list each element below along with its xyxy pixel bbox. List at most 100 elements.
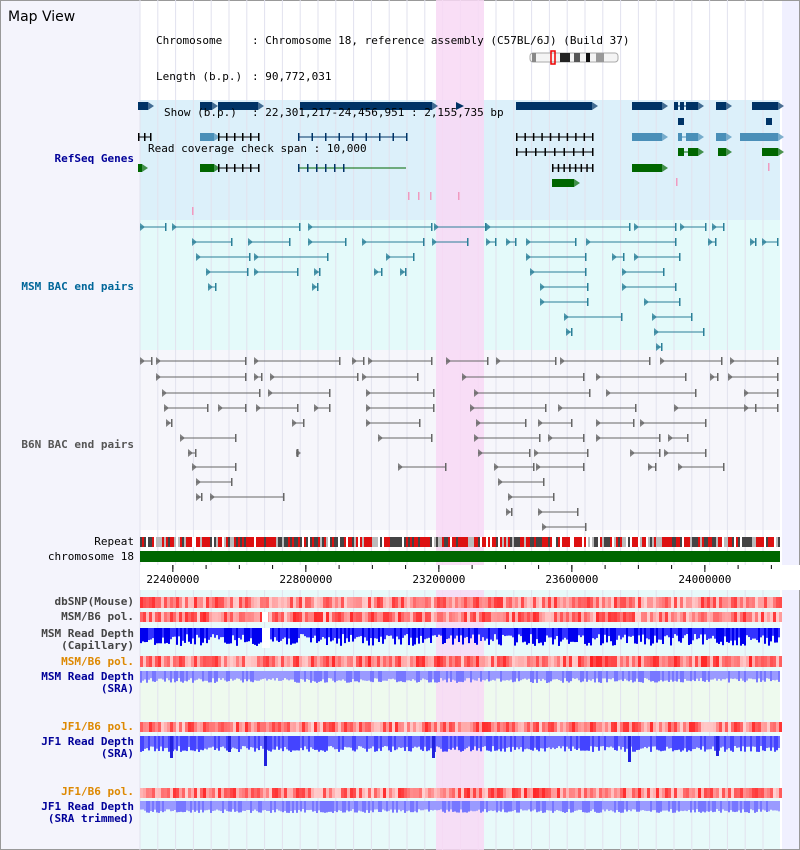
label-refseq-genes[interactable]: RefSeq Genes: [54, 152, 134, 165]
label-msm-depth-sra[interactable]: MSM Read Depth (SRA): [41, 670, 134, 695]
jf1-b6-pol-cell: [560, 722, 563, 732]
dbsnp-cell: [461, 597, 464, 608]
label-msm-depth-capillary[interactable]: MSM Read Depth (Capillary): [41, 627, 134, 652]
msm-b6-pol-cell: [239, 612, 242, 622]
msm-capillary-depth-bar: [570, 628, 572, 642]
msm-capillary-depth-bar: [746, 628, 748, 636]
msm-b6-pol-cell: [230, 656, 233, 667]
label-msm-bac[interactable]: MSM BAC end pairs: [21, 280, 134, 293]
label-jf1-b6-pol-2[interactable]: JF1/B6 pol.: [61, 785, 134, 798]
gene-exon: [365, 133, 367, 141]
dbsnp-cell: [620, 597, 623, 608]
label-chromosome[interactable]: chromosome 18: [47, 550, 134, 563]
jf1-b6-pol-cell: [734, 788, 737, 798]
jf1-trimmed-depth-bar: [172, 801, 174, 811]
jf1-sra-depth-bar: [300, 736, 302, 748]
jf1-b6-pol-cell: [185, 722, 188, 732]
jf1-trimmed-depth-bar: [260, 801, 262, 813]
msm-sra-depth-bar: [732, 671, 734, 679]
jf1-b6-pol-cell: [707, 788, 710, 798]
msm-bac-pair-end: [585, 268, 587, 276]
jf1-depth-spike: [264, 736, 267, 766]
jf1-trimmed-depth-bar: [200, 801, 202, 810]
label-b6n-bac[interactable]: B6N BAC end pairs: [21, 438, 134, 451]
dbsnp-cell: [752, 597, 755, 608]
jf1-sra-depth-bar: [764, 736, 766, 752]
dbsnp-cell: [407, 597, 410, 608]
msm-b6-pol-cell: [689, 612, 692, 622]
msm-capillary-depth-bar: [334, 628, 336, 638]
jf1-b6-pol-cell: [314, 722, 317, 732]
repeat-element: [320, 537, 322, 547]
repeat-element: [304, 537, 306, 547]
msm-capillary-depth-bar: [540, 628, 542, 643]
b6n-bac-pair-end: [366, 389, 371, 397]
jf1-sra-depth-bar: [310, 736, 312, 748]
jf1-sra-depth-bar: [698, 736, 700, 749]
msm-sra-depth-bar: [592, 671, 594, 680]
msm-sra-depth-bar: [640, 671, 642, 683]
msm-b6-pol-cell: [470, 656, 473, 667]
jf1-b6-pol-cell: [329, 788, 332, 798]
repeat-element: [722, 537, 724, 547]
b6n-bac-pair-end: [207, 404, 209, 412]
label-jf1-depth-trimmed[interactable]: JF1 Read Depth (SRA trimmed): [41, 800, 134, 825]
dbsnp-cell: [674, 597, 677, 608]
msm-b6-pol-cell: [209, 612, 212, 622]
jf1-sra-depth-bar: [474, 736, 476, 747]
jf1-b6-pol-cell: [740, 788, 743, 798]
jf1-b6-pol-cell: [407, 722, 410, 732]
label-dbsnp[interactable]: dbSNP(Mouse): [54, 595, 134, 608]
msm-b6-pol-cell: [299, 656, 302, 667]
dbsnp-cell: [518, 597, 521, 608]
jf1-b6-pol-cell: [215, 788, 218, 798]
msm-capillary-depth-bar: [352, 628, 354, 642]
msm-b6-pol-cell: [158, 656, 161, 667]
repeat-element: [368, 537, 370, 547]
label-msm-b6-pol-2[interactable]: MSM/B6 pol.: [61, 655, 134, 668]
msm-sra-depth-bar: [356, 671, 358, 682]
msm-bac-pair-end: [485, 223, 487, 231]
b6n-bac-pair-end: [583, 373, 585, 381]
jf1-b6-pol-cell: [737, 722, 740, 732]
label-repeat[interactable]: Repeat: [94, 535, 134, 548]
msm-b6-pol-cell: [245, 656, 248, 667]
jf1-trimmed-depth-bar: [524, 801, 526, 811]
jf1-sra-depth-bar: [410, 736, 412, 752]
repeat-element: [246, 537, 248, 547]
msm-b6-pol-cell: [155, 656, 158, 667]
jf1-sra-depth-bar: [298, 736, 300, 751]
msm-capillary-depth-bar: [642, 628, 644, 635]
jf1-trimmed-depth-bar: [560, 801, 562, 812]
gene-arrow: [258, 102, 264, 110]
msm-capillary-depth-bar: [314, 628, 316, 636]
jf1-sra-depth-bar: [738, 736, 740, 748]
label-msm-b6-pol-1[interactable]: MSM/B6 pol.: [61, 610, 134, 623]
jf1-trimmed-depth-bar: [234, 801, 236, 812]
msm-sra-depth-bar: [490, 671, 492, 681]
msm-b6-pol-cell: [710, 656, 713, 667]
jf1-b6-pol-cell: [296, 722, 299, 732]
jf1-b6-pol-cell: [674, 788, 677, 798]
msm-b6-pol-cell: [410, 612, 413, 622]
jf1-b6-pol-cell: [440, 788, 443, 798]
jf1-trimmed-depth-bar: [604, 801, 606, 812]
repeat-element: [248, 537, 250, 547]
msm-sra-depth-bar: [712, 671, 714, 680]
dbsnp-cell: [464, 597, 467, 608]
label-jf1-depth-sra[interactable]: JF1 Read Depth (SRA): [41, 735, 134, 760]
msm-capillary-depth-bar: [628, 628, 630, 637]
msm-bac-pair-end: [679, 298, 681, 306]
msm-sra-depth-bar: [158, 671, 160, 679]
label-jf1-b6-pol-1[interactable]: JF1/B6 pol.: [61, 720, 134, 733]
jf1-sra-depth-bar: [748, 736, 750, 747]
jf1-b6-pol-cell: [728, 788, 731, 798]
msm-sra-depth-bar: [702, 671, 704, 682]
repeat-element: [434, 537, 436, 547]
jf1-trimmed-depth-bar: [656, 801, 658, 813]
b6n-bac-pair-end: [678, 463, 683, 471]
gene-exon: [298, 133, 300, 141]
msm-b6-pol-cell: [482, 612, 485, 622]
dbsnp-cell: [377, 597, 380, 608]
